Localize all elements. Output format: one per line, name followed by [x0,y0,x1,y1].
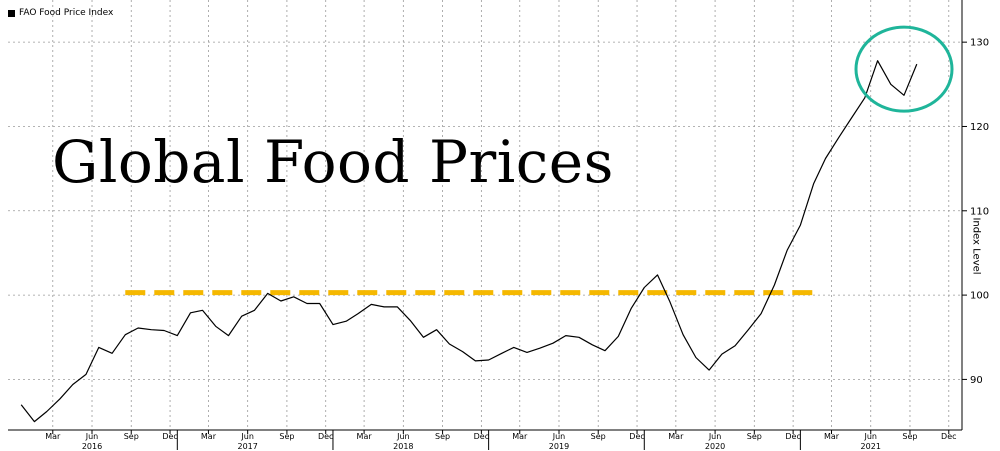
x-tick-label: Mar [512,432,528,441]
series-group [20,60,918,423]
x-tick-label: Sep [591,432,606,441]
x-tick-label: Jun [708,432,722,441]
grid-lines [8,0,962,430]
year-label: 2020 [705,442,725,451]
x-tick-label: Jun [396,432,410,441]
x-tick-label: Mar [824,432,840,441]
year-label: 2018 [393,442,413,451]
y-tick-labels: 90 100 110 120 130 [970,38,989,386]
x-tick-label: Dec [318,432,333,441]
x-tick-label: Sep [435,432,450,441]
x-tick-label: Dec [941,432,956,441]
x-tick-label: Dec [629,432,644,441]
series-line [20,60,918,423]
x-tick-label: Jun [863,432,877,441]
legend-swatch [8,9,15,17]
x-tick-labels: Mar Jun Sep Dec Mar Jun Sep Dec Mar Jun Sep Dec Mar J… [45,432,956,451]
y-axis-title: Index Level [970,217,982,275]
x-tick-label: Jun [552,432,566,441]
highlight-circle-group [854,25,954,113]
legend-label: FAO Food Price Index [19,8,114,18]
year-label: 2021 [861,442,881,451]
x-tick-label: Jun [85,432,99,441]
year-label: 2017 [237,442,257,451]
y-tick-label: 120 [970,122,989,133]
y-tick-label: 90 [970,375,983,386]
y-tick-label: 130 [970,38,989,49]
legend: FAO Food Price Index [8,8,113,18]
x-tick-label: Sep [279,432,294,441]
y-tick-label: 100 [970,291,989,302]
x-tick-label: Mar [668,432,684,441]
x-tick-label: Dec [162,432,177,441]
x-tick-label: Jun [240,432,254,441]
highlight-circle [854,25,954,113]
x-tick-label: Sep [747,432,762,441]
y-tick-label: 110 [970,206,989,217]
x-tick-label: Mar [45,432,61,441]
x-tick-label: Sep [902,432,917,441]
x-tick-label: Mar [357,432,373,441]
x-tick-label: Sep [124,432,139,441]
x-tick-label: Dec [474,432,489,441]
chart-axes [8,0,967,450]
chart-headline: Global Food Prices [52,128,614,196]
year-label: 2019 [549,442,569,451]
year-label: 2016 [82,442,102,451]
x-tick-label: Mar [201,432,217,441]
x-tick-label: Dec [785,432,800,441]
